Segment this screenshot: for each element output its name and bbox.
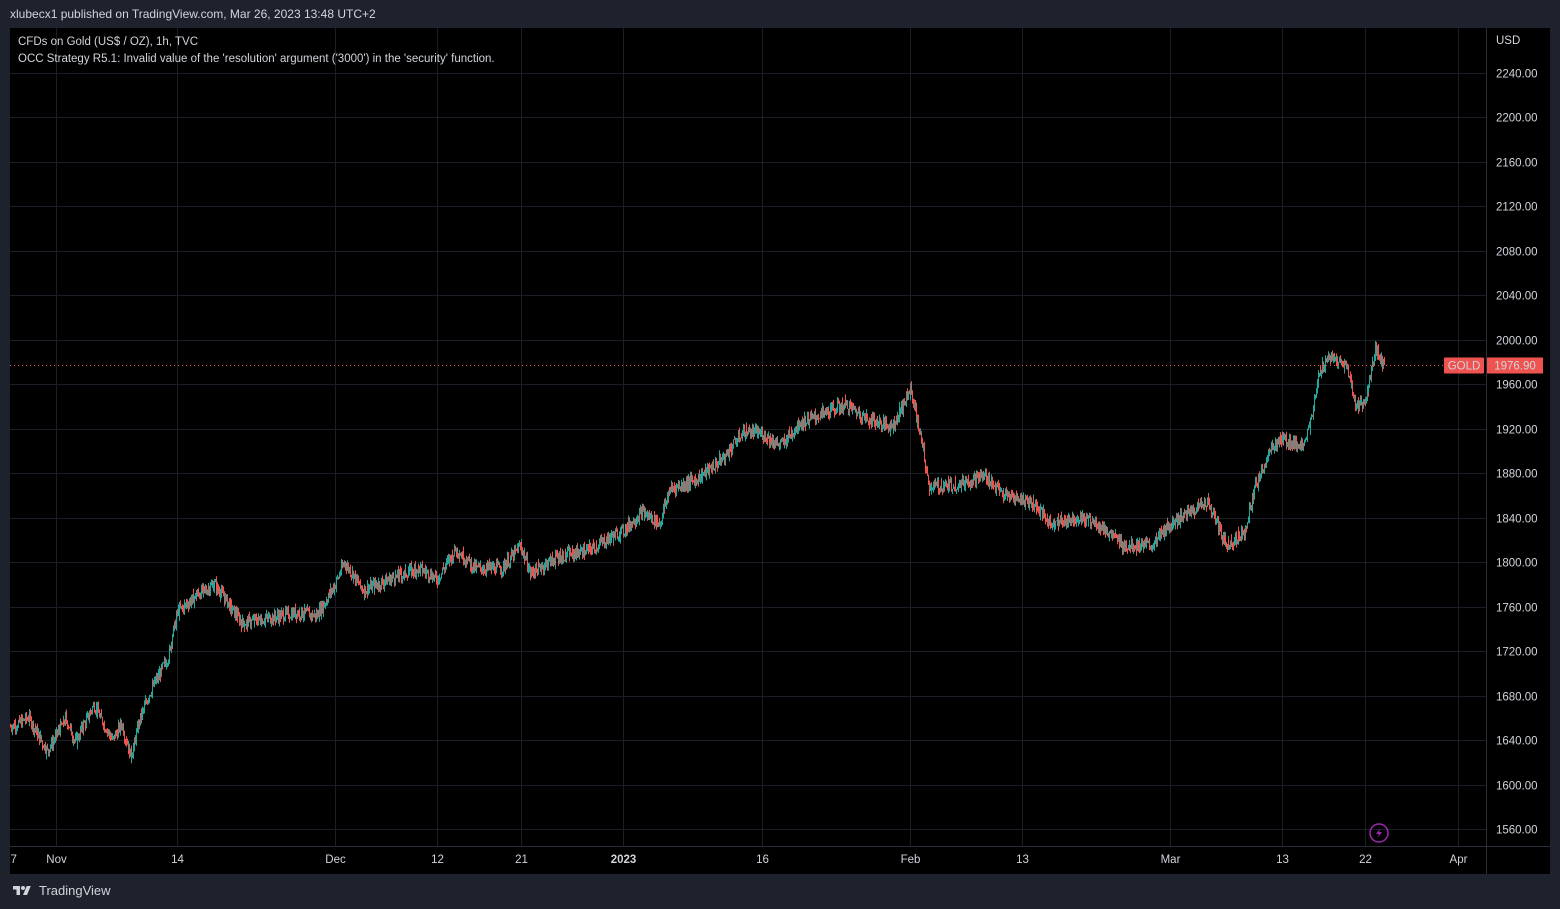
- price-chart-svg[interactable]: GOLD 1976.90 USD 1560.00 1600.00 1640.00 1680…: [10, 28, 1550, 874]
- x-tick-label: 13: [1276, 854, 1289, 866]
- y-tick-label: 1560.00: [1496, 825, 1538, 837]
- y-tick-label: 1880.00: [1496, 469, 1538, 481]
- markers: [1369, 823, 1389, 843]
- y-tick-label: 2200.00: [1496, 113, 1538, 125]
- chart-legend: CFDs on Gold (US$ / OZ), 1h, TVC OCC Str…: [18, 34, 495, 68]
- x-tick-label: Nov: [46, 854, 67, 866]
- price-axis[interactable]: USD 1560.00 1600.00 1640.00 1680.00 1720.00 17…: [1486, 28, 1538, 874]
- chart-area[interactable]: GOLD 1976.90 USD 1560.00 1600.00 1640.00 1680…: [10, 28, 1550, 874]
- symbol-tag-label: GOLD: [1448, 361, 1481, 373]
- y-tick-label: 2080.00: [1496, 247, 1538, 259]
- last-price-tag: [1487, 357, 1543, 374]
- y-tick-label: 1640.00: [1496, 736, 1538, 748]
- time-axis[interactable]: 7 Nov 14 Dec 12 21 2023 16 Feb 13 Mar 13 22 Apr: [10, 846, 1550, 867]
- tradingview-logo-icon: [13, 885, 31, 895]
- x-tick-label: 7: [11, 854, 17, 866]
- symbol-title[interactable]: CFDs on Gold (US$ / OZ), 1h, TVC: [18, 36, 199, 48]
- brand-name: TradingView: [39, 883, 111, 898]
- x-tick-label: 2023: [611, 854, 637, 866]
- x-tick-label: 22: [1359, 854, 1372, 866]
- y-tick-label: 2040.00: [1496, 291, 1538, 303]
- y-tick-label: 1600.00: [1496, 781, 1538, 793]
- y-tick-label: 2160.00: [1496, 158, 1538, 170]
- x-tick-label: Apr: [1450, 854, 1468, 866]
- y-tick-label: 2120.00: [1496, 202, 1538, 214]
- x-tick-label: 21: [515, 854, 528, 866]
- symbol-tag: [1444, 357, 1484, 374]
- y-tick-label: 1800.00: [1496, 558, 1538, 570]
- x-tick-label: 16: [756, 854, 769, 866]
- x-tick-label: 14: [171, 854, 184, 866]
- last-price-label: 1976.90: [1494, 361, 1536, 373]
- candles: [10, 341, 1385, 764]
- publish-header: xlubecx1 published on TradingView.com, M…: [0, 0, 1560, 28]
- tradingview-brand[interactable]: TradingView: [10, 883, 111, 898]
- y-tick-label: 1840.00: [1496, 514, 1538, 526]
- y-tick-label: 1680.00: [1496, 692, 1538, 704]
- lightning-icon: [1369, 823, 1389, 843]
- x-tick-label: Mar: [1161, 854, 1181, 866]
- y-tick-label: 1960.00: [1496, 380, 1538, 392]
- indicator-error: OCC Strategy R5.1: Invalid value of the …: [18, 53, 495, 65]
- y-tick-label: 1920.00: [1496, 425, 1538, 437]
- x-tick-label: 13: [1016, 854, 1029, 866]
- y-tick-label: 1760.00: [1496, 603, 1538, 615]
- y-tick-label: 1720.00: [1496, 647, 1538, 659]
- currency-label: USD: [1496, 35, 1520, 47]
- grid: [10, 28, 1486, 846]
- x-tick-label: Feb: [901, 854, 921, 866]
- y-tick-label: 2240.00: [1496, 69, 1538, 81]
- y-tick-label: 2000.00: [1496, 336, 1538, 348]
- footer: TradingView: [0, 874, 1560, 909]
- publish-info: xlubecx1 published on TradingView.com, M…: [10, 7, 376, 21]
- x-tick-label: Dec: [325, 854, 346, 866]
- x-tick-label: 12: [431, 854, 444, 866]
- last-price-line: GOLD 1976.90: [10, 357, 1543, 374]
